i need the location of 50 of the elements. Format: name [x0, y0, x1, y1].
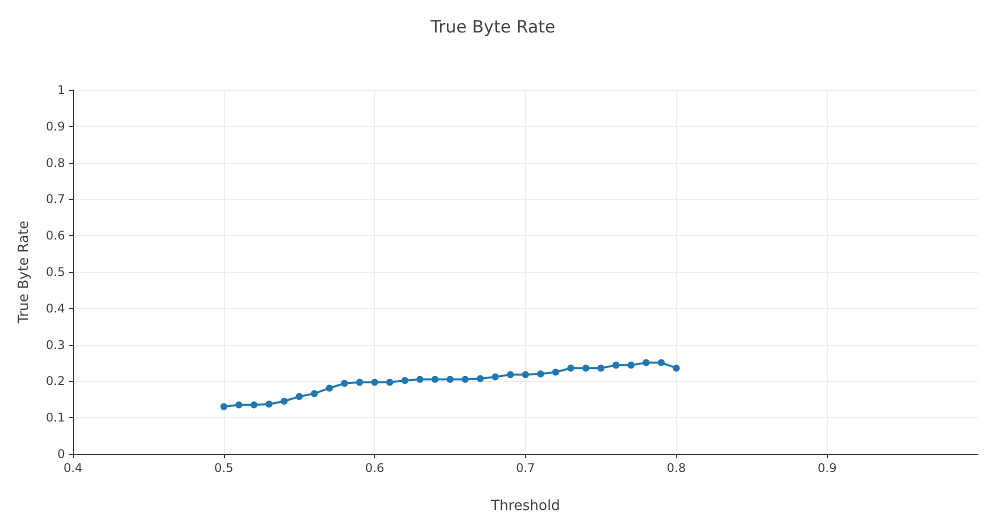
y-tick-label: 0.7	[46, 192, 65, 206]
x-axis-title: Threshold	[490, 498, 560, 514]
x-tick-label: 0.8	[666, 461, 686, 475]
point	[266, 400, 273, 408]
point	[522, 371, 529, 378]
point	[235, 401, 242, 408]
y-tick-label: 0.4	[46, 301, 65, 316]
y-tick-label: 0	[57, 447, 65, 461]
point	[537, 370, 544, 378]
point	[492, 373, 499, 380]
point	[612, 362, 620, 369]
point	[280, 398, 288, 405]
point	[642, 359, 650, 366]
x-tick-label: 0.6	[365, 461, 384, 475]
y-tick-label: 0.9	[46, 119, 65, 134]
point	[341, 380, 348, 387]
point	[416, 376, 424, 383]
y-tick-label: 0.1	[46, 410, 65, 425]
point	[310, 390, 318, 398]
point	[220, 403, 228, 410]
point	[672, 364, 680, 372]
point	[432, 376, 438, 383]
point	[446, 376, 454, 383]
y-tick-label: 0.5	[46, 265, 65, 279]
point	[506, 371, 514, 378]
point	[326, 384, 333, 392]
chart-title: True Byte Rate	[430, 18, 556, 38]
point	[250, 401, 258, 408]
point	[552, 368, 560, 376]
point	[658, 359, 665, 366]
y-tick-label: 0.8	[46, 156, 65, 170]
point	[462, 376, 469, 383]
point	[597, 364, 604, 372]
y-tick-label: 0.6	[46, 228, 65, 243]
point	[356, 378, 364, 386]
point	[386, 378, 394, 386]
y-tick-label: 0.2	[46, 374, 65, 388]
y-tick-label: 1	[57, 83, 65, 97]
x-tick-label: 0.9	[818, 461, 837, 475]
y-axis-title: True Byte Rate	[16, 220, 32, 324]
x-tick-label: 0.7	[516, 461, 536, 475]
point	[296, 392, 303, 400]
point	[628, 362, 635, 369]
point	[582, 364, 590, 372]
y-tick-label: 0.3	[46, 338, 65, 352]
point	[401, 376, 408, 384]
x-tick-label: 0.5	[214, 461, 234, 475]
point	[371, 378, 378, 386]
point	[476, 375, 484, 382]
point	[567, 364, 574, 372]
